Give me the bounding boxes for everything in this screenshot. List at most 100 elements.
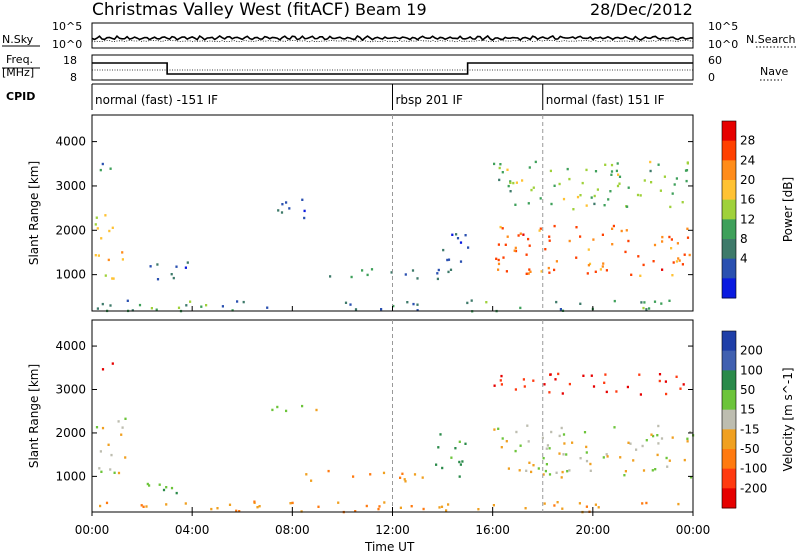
heatmap-cell [524,507,527,510]
colorbar-frame [721,330,737,509]
heatmap-cell [645,439,648,442]
heatmap-cell [686,162,689,165]
heatmap-cell [682,383,685,386]
heatmap-cell [436,272,439,275]
heatmap-cell [404,273,407,276]
heatmap-cell [589,462,592,466]
heatmap-cell [517,234,520,237]
heatmap-cell [288,207,291,210]
heatmap-cell [447,270,450,274]
heatmap-cell [532,186,535,189]
heatmap-cell [352,475,355,478]
heatmap-cell [378,505,381,508]
heatmap-cell [561,392,564,395]
heatmap-cell [635,448,638,451]
heatmap-cell [96,227,99,230]
heatmap-cell [449,268,453,271]
heatmap-cell [113,471,116,474]
heatmap-cell [285,201,288,204]
heatmap-cell [544,469,547,473]
nave-right-tick-bottom: 0 [708,71,715,84]
heatmap-cell [350,275,353,279]
heatmap-cell [618,175,622,178]
heatmap-cell [110,453,113,457]
heatmap-cell [512,181,515,185]
cpid-panel: CPID normal (fast) -151 IF rbsp 201 IF nor… [6,83,693,110]
heatmap-cell [238,510,241,513]
heatmap-cell [162,488,166,492]
heatmap-cell [585,168,588,172]
heatmap-cell [568,382,571,386]
y-tick-label: 4000 [55,339,86,353]
heatmap-cell [560,426,563,430]
heatmap-cell [592,385,596,388]
heatmap-cell [101,302,104,306]
heatmap-cell [663,175,666,178]
heatmap-cell [686,440,689,443]
heatmap-cell [585,451,588,454]
heatmap-cell [436,277,439,281]
heatmap-cell [399,476,402,479]
heatmap-cell [530,470,533,474]
heatmap-cell [109,167,112,170]
heatmap-cell [365,504,368,508]
heatmap-cell [562,453,565,456]
heatmap-cell [558,182,561,186]
heatmap-cell [605,453,608,456]
heatmap-cell [94,223,97,226]
heatmap-cell [305,473,308,476]
heatmap-cell [543,383,546,386]
heatmap-cell [555,471,558,474]
heatmap-cell [148,484,151,487]
heatmap-cell [138,303,142,307]
heatmap-cell [685,179,688,183]
colorbar-tick-label: 50 [740,383,755,397]
heatmap-cell [493,428,496,431]
heatmap-cell [560,476,563,479]
heatmap-cell [256,506,259,509]
y-axis-label: Slant Range [km] [27,161,41,265]
heatmap-cell [459,260,463,263]
heatmap-cell [645,308,648,311]
heatmap-cell [548,239,551,242]
heatmap-cell [605,269,608,272]
cpid-mode-label: rbsp 201 IF [396,93,463,107]
heatmap-cell [579,457,582,460]
heatmap-cell [100,237,103,240]
heatmap-cell [156,263,159,266]
heatmap-cell [558,452,561,455]
heatmap-cell [581,181,584,185]
heatmap-cell [382,471,386,475]
heatmap-cell [410,505,413,508]
heatmap-cell [131,309,134,312]
heatmap-cell [548,391,551,394]
heatmap-cell [464,234,467,237]
heatmap-cell [455,233,458,236]
heatmap-cell [435,463,438,466]
heatmap-cell [562,197,566,201]
heatmap-cell [98,467,101,470]
heatmap-cell [527,202,530,205]
colorbar-segment [722,370,736,391]
heatmap-cell [626,385,629,389]
heatmap-cell [671,192,674,195]
heatmap-cell [592,238,595,241]
colorbar-tick-label: 12 [740,212,755,226]
heatmap-cell [616,184,620,188]
heatmap-cell [439,433,442,436]
colorbar-segment [722,180,736,201]
heatmap-cell [507,467,510,470]
heatmap-cell [406,301,409,304]
heatmap-cell [528,268,531,271]
x-tick-label: 00:00 [75,523,110,537]
nsky-right-tick-bottom: 10^0 [708,38,738,51]
freq-trace [92,62,693,75]
colorbar-label: Power [dB] [781,177,795,242]
heatmap-cell [95,216,98,219]
heatmap-cell [502,256,505,259]
heatmap-cell [657,442,660,445]
heatmap-cell [579,302,582,305]
heatmap-cell [675,260,678,263]
